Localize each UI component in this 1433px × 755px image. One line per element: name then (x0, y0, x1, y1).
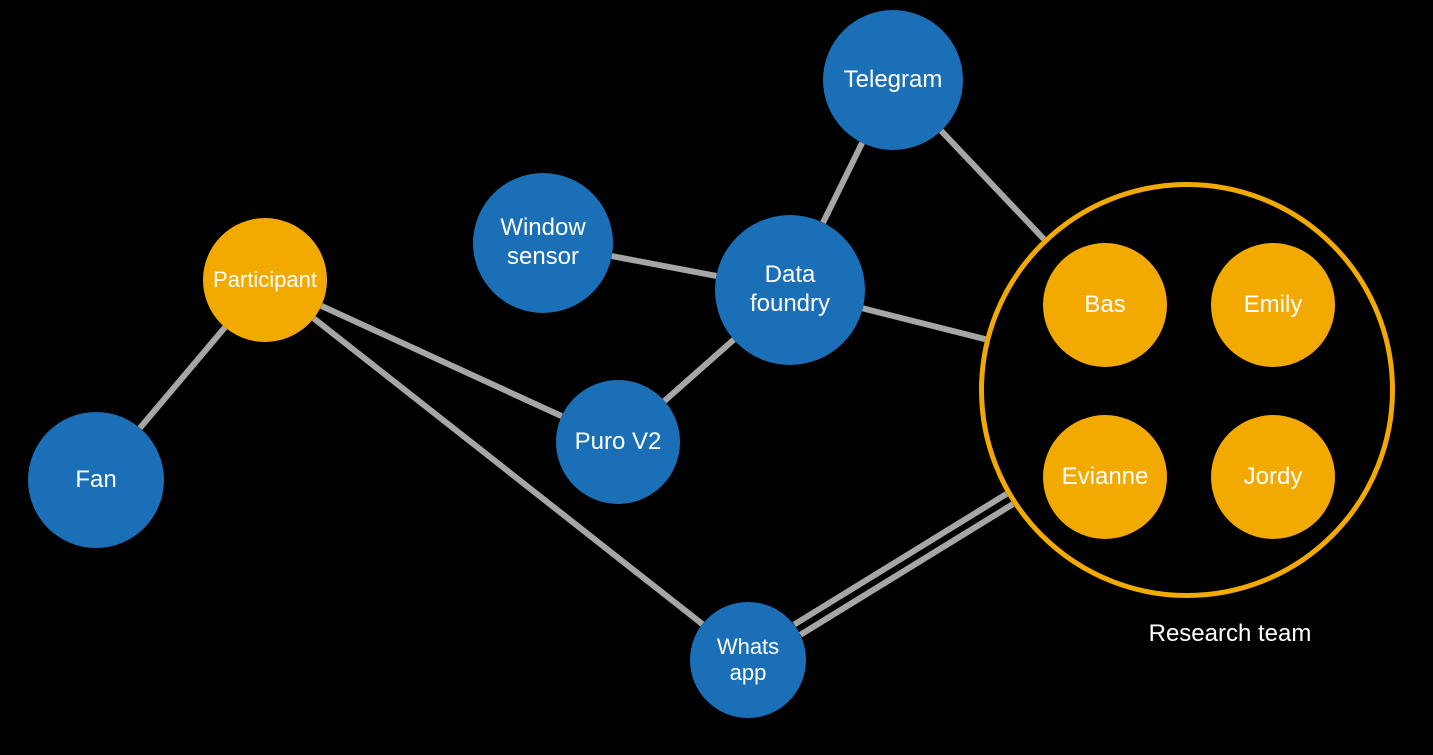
edge (140, 327, 225, 428)
node-label: Jordy (1244, 463, 1303, 492)
node-participant: Participant (203, 218, 327, 342)
node-telegram: Telegram (823, 10, 963, 150)
edge (801, 504, 1013, 635)
node-data_foundry: Datafoundry (715, 215, 865, 365)
node-label: Fan (75, 466, 116, 495)
node-label: Whatsapp (717, 634, 779, 687)
group-label-research_team: Research team (1149, 620, 1312, 648)
node-window_sensor: Windowsensor (473, 173, 613, 313)
edge (823, 143, 862, 223)
node-emily: Emily (1211, 243, 1335, 367)
node-label: Participant (213, 267, 317, 293)
group-research_team (979, 182, 1395, 598)
node-label: Windowsensor (500, 214, 585, 272)
node-label: Telegram (844, 66, 943, 95)
edge (941, 131, 1044, 239)
node-label: Evianne (1062, 463, 1149, 492)
node-evianne: Evianne (1043, 415, 1167, 539)
node-label: Emily (1244, 291, 1303, 320)
edge (664, 340, 733, 401)
node-jordy: Jordy (1211, 415, 1335, 539)
node-label: Puro V2 (575, 428, 662, 457)
node-whatsapp: Whatsapp (690, 602, 806, 718)
node-bas: Bas (1043, 243, 1167, 367)
node-label: Datafoundry (750, 261, 830, 319)
edge (794, 494, 1006, 625)
edge (321, 306, 561, 416)
edge (863, 308, 986, 339)
node-fan: Fan (28, 412, 164, 548)
node-puro_v2: Puro V2 (556, 380, 680, 504)
node-label: Bas (1084, 291, 1125, 320)
network-diagram: Research team Participant Fan Windowsensor P… (0, 0, 1433, 755)
edge (612, 256, 717, 276)
